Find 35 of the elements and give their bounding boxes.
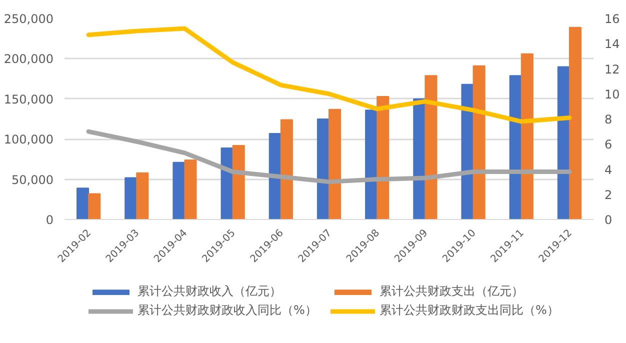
y-tick-label: 150,000 [4, 92, 54, 106]
line-series [86, 26, 572, 124]
bar [568, 26, 582, 220]
y2-tick-label: 4 [604, 162, 612, 177]
y2-tick-label: 10 [604, 87, 620, 102]
y-tick-label: 50,000 [12, 172, 54, 187]
bar [76, 188, 90, 220]
legend-label: 累计公共财政收入（亿元） [138, 283, 282, 300]
y-tick-label: 200,000 [4, 52, 54, 66]
legend-label: 累计公共财政支出（亿元） [380, 283, 524, 300]
y-tick-label: 100,000 [4, 132, 54, 147]
y2-tick-label: 16 [604, 12, 620, 26]
bar [280, 119, 293, 220]
bar [328, 108, 342, 220]
y2-tick-label: 2 [604, 188, 612, 202]
y2-tick-label: 8 [604, 112, 612, 126]
y-tick-label: 250,000 [4, 12, 54, 26]
bar [376, 96, 390, 220]
bar [136, 172, 149, 220]
bar [124, 177, 138, 220]
bar [232, 145, 245, 220]
bar [424, 75, 438, 220]
line-series [86, 129, 572, 184]
y2-tick-label: 12 [604, 62, 620, 76]
y2-tick-label: 0 [604, 213, 612, 227]
bar [184, 160, 197, 220]
bar [88, 193, 101, 220]
y2-tick-label: 14 [604, 37, 620, 52]
y-tick-label: 0 [46, 213, 54, 227]
bar [172, 162, 186, 220]
bar [472, 65, 486, 220]
legend-label: 累计公共财政财政收入同比（%） [138, 302, 318, 319]
bar [520, 53, 534, 220]
y2-tick-label: 6 [604, 138, 612, 152]
legend-label: 累计公共财政财政支出同比（%） [380, 302, 560, 319]
